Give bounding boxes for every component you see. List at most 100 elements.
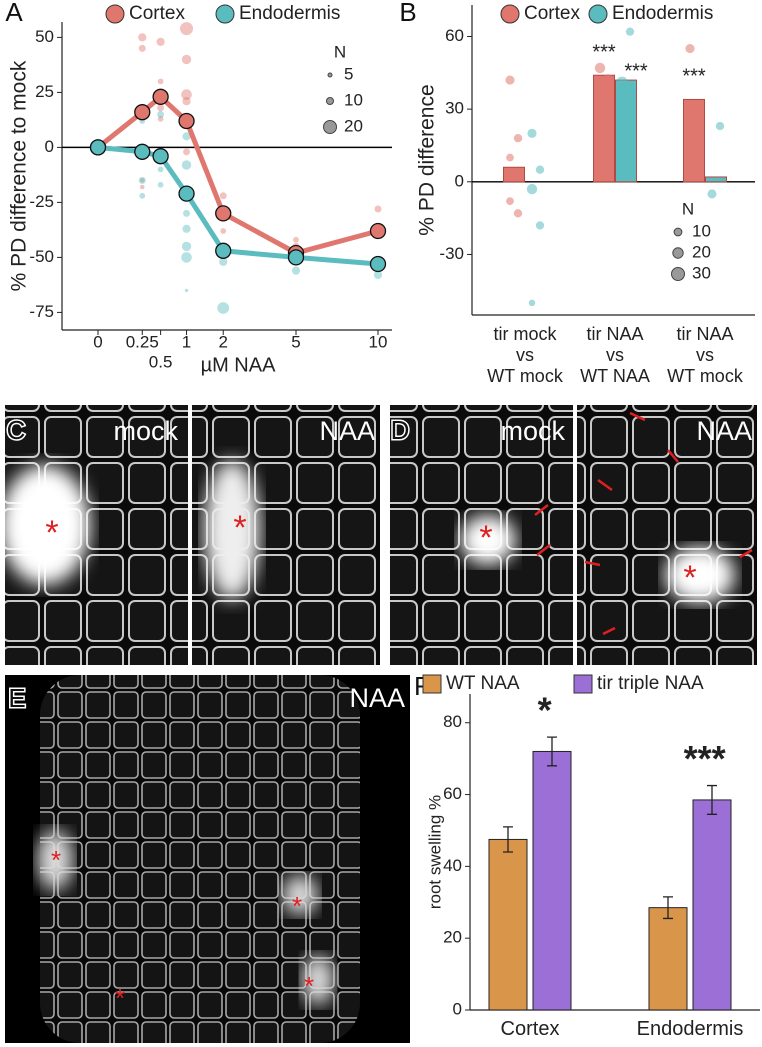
data-point xyxy=(181,89,192,100)
mean-point xyxy=(134,104,151,121)
data-point xyxy=(157,181,164,188)
data-point xyxy=(527,128,537,138)
y-axis-label: root swelling % xyxy=(425,795,444,909)
data-point xyxy=(157,78,164,85)
data-point xyxy=(693,141,703,150)
y-tick-label: 25 xyxy=(35,82,54,101)
data-point xyxy=(220,228,227,234)
panel-d xyxy=(390,405,757,665)
size-legend-mark xyxy=(673,227,683,237)
data-point xyxy=(373,270,383,280)
image-label: NAA xyxy=(349,683,405,713)
size-legend-mark xyxy=(327,72,333,78)
mean-point xyxy=(369,255,387,273)
mean-point xyxy=(215,242,232,259)
size-legend-label: 20 xyxy=(344,116,363,135)
size-legend-mark xyxy=(671,267,685,281)
data-point xyxy=(616,76,628,89)
legend-swatch xyxy=(588,4,608,24)
image-label: NAA xyxy=(696,416,752,446)
data-point xyxy=(526,183,538,195)
data-point xyxy=(625,27,635,36)
y-tick-label: -50 xyxy=(29,247,54,266)
x-tick-label: 0.5 xyxy=(149,352,173,371)
legend-label: Endodermis xyxy=(612,3,713,24)
data-point xyxy=(181,54,192,65)
bar xyxy=(683,98,705,183)
data-point xyxy=(685,44,695,54)
bar xyxy=(648,907,688,1011)
legend-label: Cortex xyxy=(129,3,185,24)
image-label: mock xyxy=(500,416,565,446)
significance: *** xyxy=(682,66,706,88)
size-legend-mark xyxy=(672,247,684,259)
data-point xyxy=(528,299,536,307)
data-point xyxy=(513,172,523,182)
image-marker: * xyxy=(51,845,61,875)
data-point xyxy=(293,236,299,243)
error-bar xyxy=(663,896,673,920)
y-tick-label: -75 xyxy=(29,302,54,321)
size-legend-mark xyxy=(323,120,337,134)
data-point xyxy=(505,75,515,85)
mean-point xyxy=(152,148,169,165)
mean-point xyxy=(178,185,195,202)
bar xyxy=(593,74,615,183)
x-axis-label: µM NAA xyxy=(201,354,277,376)
image-label: mock xyxy=(113,416,178,446)
x-tick-label: 5 xyxy=(291,332,300,351)
y-tick-label: 20 xyxy=(443,928,462,947)
image-marker: * xyxy=(479,519,492,557)
data-point xyxy=(139,184,145,190)
x-tick-label: tir NAA vs WT NAA xyxy=(580,324,650,386)
data-point xyxy=(535,165,545,174)
data-point xyxy=(138,33,147,42)
data-point xyxy=(182,132,191,141)
x-tick-label: 10 xyxy=(369,332,388,351)
image-marker: * xyxy=(45,514,58,552)
data-point xyxy=(139,178,145,183)
bar xyxy=(692,799,732,1011)
mean-point xyxy=(134,143,151,160)
mean-point xyxy=(287,249,305,266)
significance: *** xyxy=(624,60,648,82)
x-tick-label: 0 xyxy=(93,332,102,351)
y-tick-label: 0 xyxy=(45,137,54,156)
mean-point xyxy=(178,112,195,130)
y-tick-label: -30 xyxy=(439,244,464,263)
data-point xyxy=(181,160,192,170)
mean-point xyxy=(215,205,232,222)
panel-letter: A xyxy=(5,0,23,27)
x-tick-label: tir mock vs WT mock xyxy=(487,324,564,386)
data-point xyxy=(715,121,725,131)
legend-label: WT NAA xyxy=(446,673,520,694)
y-tick-label: 60 xyxy=(445,26,464,45)
x-tick-label: Cortex xyxy=(501,1018,560,1040)
panel-letter: C xyxy=(7,415,26,445)
data-point xyxy=(180,22,194,36)
y-tick-label: 0 xyxy=(453,999,462,1018)
significance: * xyxy=(538,690,552,731)
legend-swatch xyxy=(422,674,442,694)
x-tick-label: 2 xyxy=(218,332,227,351)
legend-swatch xyxy=(573,674,593,694)
data-point xyxy=(291,266,301,275)
x-tick-label: 0.25 xyxy=(126,332,159,351)
size-legend-mark xyxy=(326,97,334,105)
panel-letter: B xyxy=(399,0,416,27)
data-point xyxy=(183,148,191,156)
legend-swatch xyxy=(500,4,520,24)
data-point xyxy=(217,302,230,314)
bar xyxy=(615,79,637,183)
image-label: NAA xyxy=(319,416,375,446)
significance: *** xyxy=(684,738,726,779)
panel-e xyxy=(5,675,410,1043)
data-point xyxy=(181,241,192,252)
y-tick-label: 30 xyxy=(445,99,464,118)
mean-point xyxy=(152,88,169,105)
data-point xyxy=(602,74,614,86)
legend-label: Cortex xyxy=(524,3,580,24)
image-marker: * xyxy=(683,559,696,597)
image-marker: * xyxy=(304,971,314,1001)
bar xyxy=(488,838,528,1011)
